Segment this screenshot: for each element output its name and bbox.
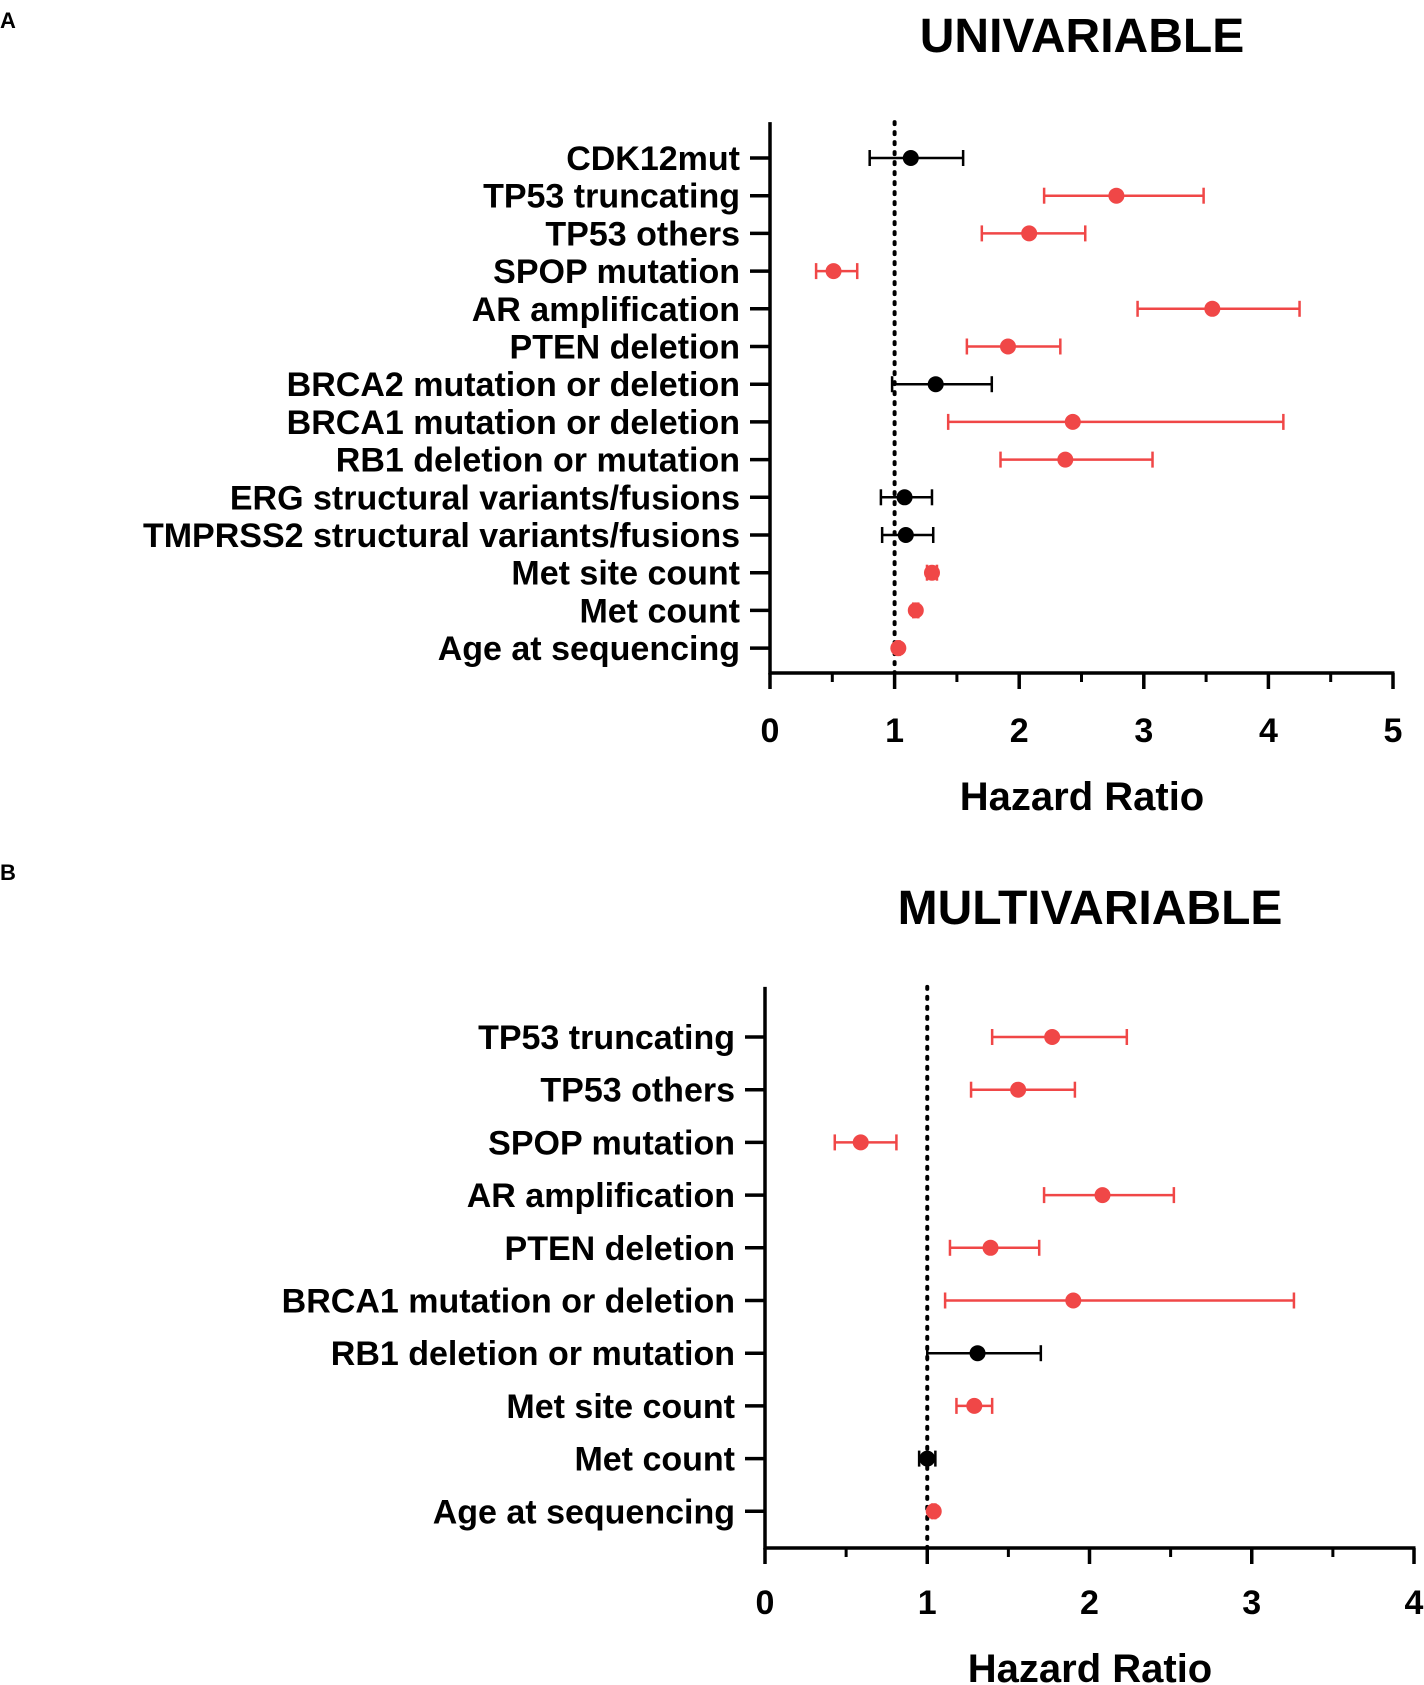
hazard-ratio-point	[1021, 225, 1038, 242]
forest-row: AR amplification	[467, 1177, 1176, 1215]
hazard-ratio-point	[966, 1397, 983, 1414]
category-label: BRCA2 mutation or deletion	[287, 366, 740, 404]
x-tick-label: 0	[761, 712, 780, 750]
forest-row: SPOP mutation	[493, 253, 859, 291]
category-label: TMPRSS2 structural variants/fusions	[143, 517, 740, 555]
category-label: TP53 truncating	[483, 178, 740, 216]
hazard-ratio-point	[1057, 451, 1074, 468]
category-label: ERG structural variants/fusions	[230, 479, 740, 517]
forest-row: BRCA1 mutation or deletion	[282, 1283, 1296, 1321]
category-label: TP53 others	[545, 215, 740, 253]
category-label: TP53 others	[540, 1072, 735, 1110]
forest-row: TMPRSS2 structural variants/fusions	[143, 517, 935, 555]
x-tick-label: 0	[756, 1584, 775, 1622]
x-tick-label: 3	[1134, 712, 1153, 750]
forest-row: Age at sequencing	[433, 1493, 942, 1531]
x-tick-label: 2	[1010, 712, 1029, 750]
forest-row: RB1 deletion or mutation	[336, 442, 1154, 480]
hazard-ratio-point	[1044, 1029, 1061, 1045]
forest-row: TP53 others	[540, 1072, 1077, 1110]
forest-row: Met site count	[511, 555, 940, 593]
category-label: Met count	[574, 1441, 735, 1479]
hazard-ratio-point	[897, 527, 914, 543]
hazard-ratio-point	[982, 1239, 999, 1256]
forest-row: BRCA1 mutation or deletion	[287, 404, 1285, 442]
chart-title-univariable: UNIVARIABLE	[920, 10, 1244, 63]
category-label: PTEN deletion	[505, 1230, 735, 1268]
hazard-ratio-point	[927, 376, 944, 393]
hazard-ratio-point	[825, 263, 842, 280]
forest-row: Met count	[574, 1441, 937, 1479]
category-label: AR amplification	[472, 291, 740, 329]
panel-letter-b: B	[0, 860, 16, 885]
category-label: TP53 truncating	[478, 1019, 735, 1057]
x-tick-label: 2	[1080, 1584, 1099, 1622]
chart-title-multivariable: MULTIVARIABLE	[898, 882, 1283, 935]
category-label: RB1 deletion or mutation	[331, 1335, 735, 1373]
hazard-ratio-point	[890, 640, 907, 657]
forest-row: TP53 truncating	[483, 178, 1205, 216]
forest-row: CDK12mut	[566, 140, 965, 178]
forest-row: TP53 truncating	[478, 1019, 1129, 1057]
hazard-ratio-point	[1064, 413, 1081, 430]
category-label: CDK12mut	[566, 140, 740, 178]
hazard-ratio-point	[907, 602, 924, 619]
hazard-ratio-point	[919, 1450, 936, 1467]
hazard-ratio-point	[969, 1345, 986, 1362]
category-label: Met site count	[506, 1388, 735, 1426]
x-tick-label: 1	[918, 1584, 937, 1622]
forest-row: ERG structural variants/fusions	[230, 479, 934, 517]
forest-row: RB1 deletion or mutation	[331, 1335, 1043, 1373]
x-tick-label: 5	[1384, 712, 1403, 750]
hazard-ratio-point	[896, 489, 913, 506]
panel-multivariable: B MULTIVARIABLE 0 1 2 3 4 TP53 truncating TP53…	[0, 860, 1424, 1685]
hazard-ratio-point	[902, 150, 919, 166]
hazard-ratio-point	[1204, 300, 1221, 317]
forest-row: BRCA2 mutation or deletion	[287, 366, 994, 404]
x-axis-title-univariable: Hazard Ratio	[960, 775, 1205, 819]
category-label: Met count	[579, 592, 740, 630]
category-label: BRCA1 mutation or deletion	[287, 404, 740, 442]
hazard-ratio-point	[925, 1503, 942, 1520]
category-label: Age at sequencing	[433, 1493, 735, 1531]
x-tick-label: 1	[885, 712, 904, 750]
forest-row: SPOP mutation	[488, 1124, 898, 1162]
x-tick-label: 3	[1242, 1584, 1261, 1622]
category-label: PTEN deletion	[510, 329, 740, 367]
plot-area-multivariable: 0 1 2 3 4 TP53 truncating TP53 others SPOP muta…	[282, 984, 1424, 1622]
x-tick-label: 4	[1259, 712, 1278, 750]
hazard-ratio-point	[1010, 1081, 1027, 1098]
category-label: Age at sequencing	[438, 630, 740, 668]
hazard-ratio-point	[1094, 1187, 1111, 1204]
x-axis-title-multivariable: Hazard Ratio	[968, 1647, 1213, 1685]
forest-row: Met site count	[506, 1388, 994, 1426]
hazard-ratio-point	[1065, 1292, 1082, 1309]
forest-row: Met count	[579, 592, 924, 630]
forest-row: TP53 others	[545, 215, 1087, 253]
panel-letter-a: A	[0, 8, 16, 33]
forest-row: PTEN deletion	[510, 329, 1062, 367]
hazard-ratio-point	[923, 564, 940, 581]
hazard-ratio-point	[852, 1134, 869, 1151]
category-label: AR amplification	[467, 1177, 735, 1215]
category-label: BRCA1 mutation or deletion	[282, 1283, 735, 1321]
category-label: RB1 deletion or mutation	[336, 442, 740, 480]
forest-row: AR amplification	[472, 291, 1301, 329]
category-label: SPOP mutation	[488, 1124, 735, 1162]
category-label: SPOP mutation	[493, 253, 740, 291]
forest-row: Age at sequencing	[438, 630, 907, 668]
forest-row: PTEN deletion	[505, 1230, 1041, 1268]
hazard-ratio-point	[999, 338, 1016, 355]
category-label: Met site count	[511, 555, 740, 593]
x-tick-label: 4	[1405, 1584, 1424, 1622]
hazard-ratio-point	[1108, 187, 1125, 204]
